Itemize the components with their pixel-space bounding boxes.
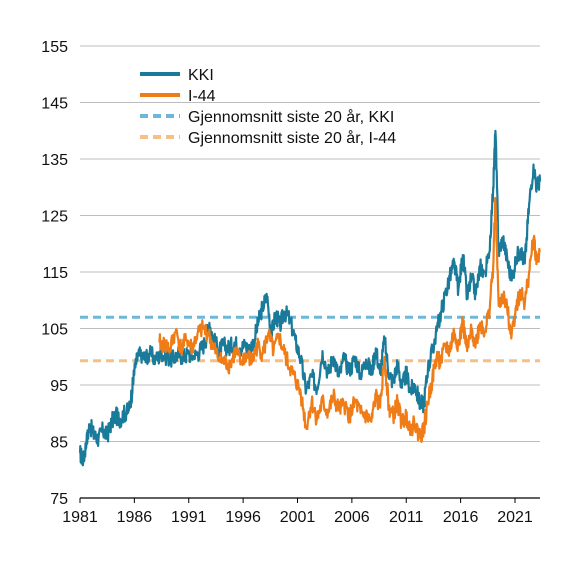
legend: KKI I-44 Gjennomsnitt siste 20 år, KKI Gjen… — [140, 67, 396, 147]
x-tick-label: 2021 — [497, 509, 533, 526]
legend-label-3: Gjennomsnitt siste 20 år, I-44 — [188, 129, 396, 147]
series-line-1 — [158, 196, 541, 443]
y-tick-label: 95 — [50, 378, 68, 395]
y-tick-label: 85 — [50, 435, 68, 452]
x-tick-label: 2011 — [389, 509, 424, 526]
x-tick-label: 1991 — [171, 509, 207, 526]
y-tick-label: 115 — [42, 265, 68, 282]
axis-tick-labels: 75 85 95 105 115 125 135 145 155 1981 1986 1991 1996… — [41, 39, 533, 526]
y-tick-label: 125 — [41, 209, 68, 226]
x-tick-label: 1986 — [117, 509, 153, 526]
x-tick-label: 1981 — [62, 509, 98, 526]
series-lines — [78, 129, 542, 467]
y-tick-label: 135 — [41, 152, 68, 169]
series-line-0 — [78, 129, 542, 467]
gridlines — [79, 45, 540, 503]
y-tick-label: 75 — [50, 491, 68, 508]
x-tick-label: 2016 — [443, 509, 479, 526]
x-tick-label: 2006 — [334, 509, 370, 526]
legend-label-1: I-44 — [188, 88, 216, 105]
legend-label-0: KKI — [188, 67, 214, 84]
y-tick-label: 105 — [41, 322, 68, 339]
y-tick-label: 155 — [41, 39, 68, 56]
x-tick-label: 2001 — [280, 509, 316, 526]
y-tick-label: 145 — [41, 96, 68, 113]
x-tick-label: 1996 — [225, 509, 261, 526]
legend-label-2: Gjennomsnitt siste 20 år, KKI — [188, 108, 394, 126]
